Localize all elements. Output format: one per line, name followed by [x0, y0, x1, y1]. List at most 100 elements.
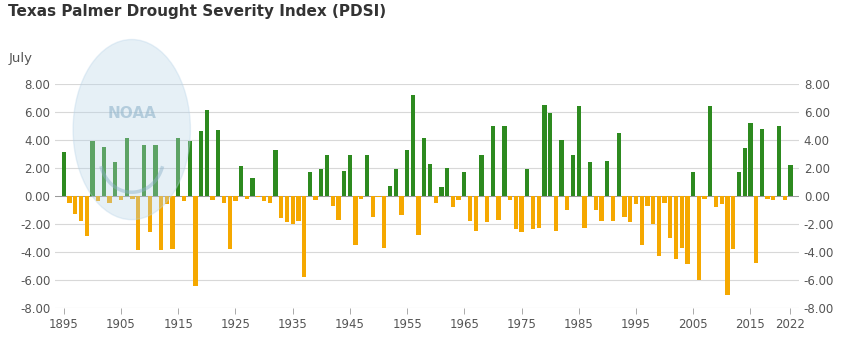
Bar — [576, 106, 581, 196]
Bar — [348, 155, 352, 196]
Bar — [565, 196, 570, 210]
Bar — [314, 196, 318, 200]
Bar — [456, 196, 461, 200]
Bar — [628, 196, 632, 222]
Bar — [170, 196, 175, 249]
Circle shape — [73, 40, 190, 220]
Bar — [331, 196, 335, 206]
Bar — [662, 196, 666, 203]
Bar — [102, 147, 106, 196]
Bar — [285, 196, 289, 222]
Bar — [594, 196, 598, 210]
Text: NOAA: NOAA — [107, 106, 156, 121]
Bar — [96, 196, 100, 201]
Bar — [354, 196, 358, 245]
Bar — [439, 187, 444, 196]
Bar — [422, 138, 427, 196]
Bar — [416, 196, 421, 235]
Bar — [691, 172, 695, 196]
Bar — [400, 196, 404, 215]
Bar — [262, 196, 266, 201]
Bar — [748, 123, 752, 196]
Bar — [548, 113, 552, 196]
Bar — [142, 145, 146, 196]
Bar — [365, 155, 369, 196]
Bar — [645, 196, 649, 206]
Bar — [337, 196, 341, 220]
Bar — [377, 196, 381, 197]
Bar — [125, 138, 129, 196]
Bar — [462, 172, 467, 196]
Bar — [530, 196, 536, 229]
Bar — [291, 196, 295, 224]
Bar — [685, 196, 689, 265]
Bar — [188, 141, 192, 196]
Bar — [679, 196, 684, 248]
Bar — [479, 155, 484, 196]
Bar — [216, 130, 220, 196]
Bar — [714, 196, 718, 207]
Bar — [319, 169, 324, 196]
Bar — [222, 196, 226, 203]
Bar — [605, 161, 609, 196]
Bar — [165, 196, 169, 204]
Bar — [136, 196, 140, 251]
Bar — [434, 196, 438, 203]
Bar — [228, 196, 232, 249]
Bar — [513, 196, 518, 229]
Bar — [508, 196, 513, 200]
Bar — [760, 129, 764, 196]
Bar — [67, 196, 71, 203]
Bar — [239, 166, 243, 196]
Bar — [731, 196, 735, 249]
Bar — [599, 196, 604, 221]
Bar — [405, 150, 409, 196]
Bar — [473, 196, 478, 231]
Bar — [490, 126, 495, 196]
Bar — [588, 162, 592, 196]
Bar — [193, 196, 197, 286]
Bar — [148, 196, 152, 232]
Bar — [279, 196, 283, 218]
Bar — [542, 105, 547, 196]
Text: July: July — [8, 52, 32, 65]
Bar — [702, 196, 706, 199]
Bar — [342, 171, 346, 196]
Bar — [496, 196, 501, 220]
Bar — [308, 172, 312, 196]
Bar — [468, 196, 473, 221]
Bar — [62, 152, 66, 196]
Bar — [382, 196, 387, 248]
Bar — [256, 196, 260, 197]
Bar — [176, 138, 180, 196]
Bar — [571, 155, 575, 196]
Text: Texas Palmer Drought Severity Index (PDSI): Texas Palmer Drought Severity Index (PDS… — [8, 4, 387, 19]
Bar — [153, 145, 157, 196]
Bar — [777, 126, 781, 196]
Bar — [611, 196, 615, 221]
Bar — [720, 196, 724, 204]
Bar — [268, 196, 272, 203]
Bar — [559, 140, 564, 196]
Bar — [119, 196, 123, 200]
Bar — [616, 133, 621, 196]
Bar — [233, 196, 238, 201]
Bar — [765, 196, 770, 199]
Bar — [651, 196, 655, 224]
Bar — [107, 196, 111, 203]
Bar — [708, 106, 712, 196]
Bar — [130, 196, 134, 199]
Bar — [79, 196, 83, 221]
Bar — [668, 196, 672, 238]
Bar — [394, 169, 398, 196]
Bar — [445, 168, 450, 196]
Bar — [502, 126, 507, 196]
Bar — [90, 141, 94, 196]
Bar — [274, 150, 278, 196]
Bar — [450, 196, 455, 207]
Bar — [582, 196, 586, 228]
Bar — [297, 196, 301, 221]
Bar — [536, 196, 541, 228]
Bar — [428, 163, 432, 196]
Bar — [84, 196, 89, 236]
